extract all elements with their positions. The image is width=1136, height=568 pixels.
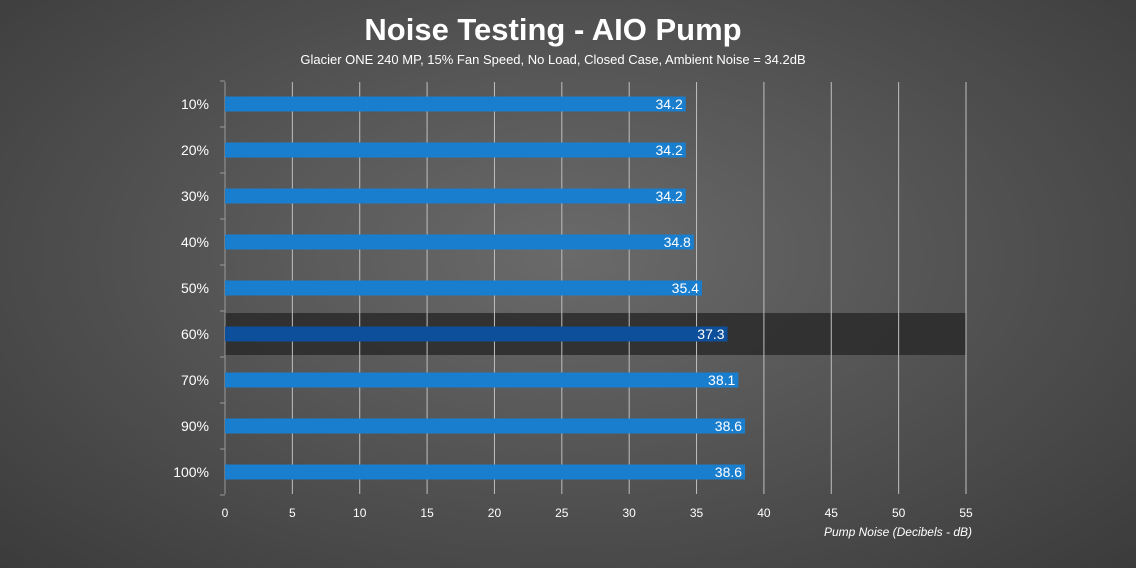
bar (225, 372, 739, 388)
x-tick-label: 25 (555, 506, 569, 520)
bar (225, 96, 686, 112)
x-tick-label: 45 (825, 506, 839, 520)
x-tick-label: 0 (222, 506, 229, 520)
bar (225, 188, 686, 204)
bar-value-label: 34.2 (656, 188, 683, 204)
chart-subtitle: Glacier ONE 240 MP, 15% Fan Speed, No Lo… (300, 52, 806, 67)
bar (225, 280, 702, 296)
y-category-label: 50% (181, 280, 209, 296)
y-category-label: 20% (181, 142, 209, 158)
x-tick-label: 5 (289, 506, 296, 520)
bar-value-label: 38.1 (708, 372, 735, 388)
bar (225, 326, 728, 342)
y-category-label: 60% (181, 326, 209, 342)
x-tick-label: 50 (892, 506, 906, 520)
x-tick-label: 10 (353, 506, 367, 520)
x-tick-label: 30 (623, 506, 637, 520)
y-category-label: 40% (181, 234, 209, 250)
bar (225, 142, 686, 158)
x-tick-label: 35 (690, 506, 704, 520)
bar-value-label: 34.2 (656, 96, 683, 112)
y-category-label: 90% (181, 418, 209, 434)
bar-value-label: 34.8 (664, 234, 691, 250)
x-tick-label: 55 (959, 506, 973, 520)
x-tick-label: 20 (488, 506, 502, 520)
chart-title: Noise Testing - AIO Pump (364, 12, 742, 47)
bar-value-label: 34.2 (656, 142, 683, 158)
bar (225, 464, 746, 480)
y-category-label: 10% (181, 96, 209, 112)
bar (225, 234, 694, 250)
x-tick-label: 40 (757, 506, 771, 520)
y-category-label: 100% (173, 464, 209, 480)
y-category-label: 30% (181, 188, 209, 204)
bar-value-label: 37.3 (697, 326, 724, 342)
x-tick-label: 15 (420, 506, 434, 520)
bar-value-label: 38.6 (715, 464, 742, 480)
bar (225, 418, 746, 434)
bar-value-label: 35.4 (672, 280, 699, 296)
y-category-label: 70% (181, 372, 209, 388)
x-axis-label: Pump Noise (Decibels - dB) (823, 525, 972, 539)
bar-value-label: 38.6 (715, 418, 742, 434)
